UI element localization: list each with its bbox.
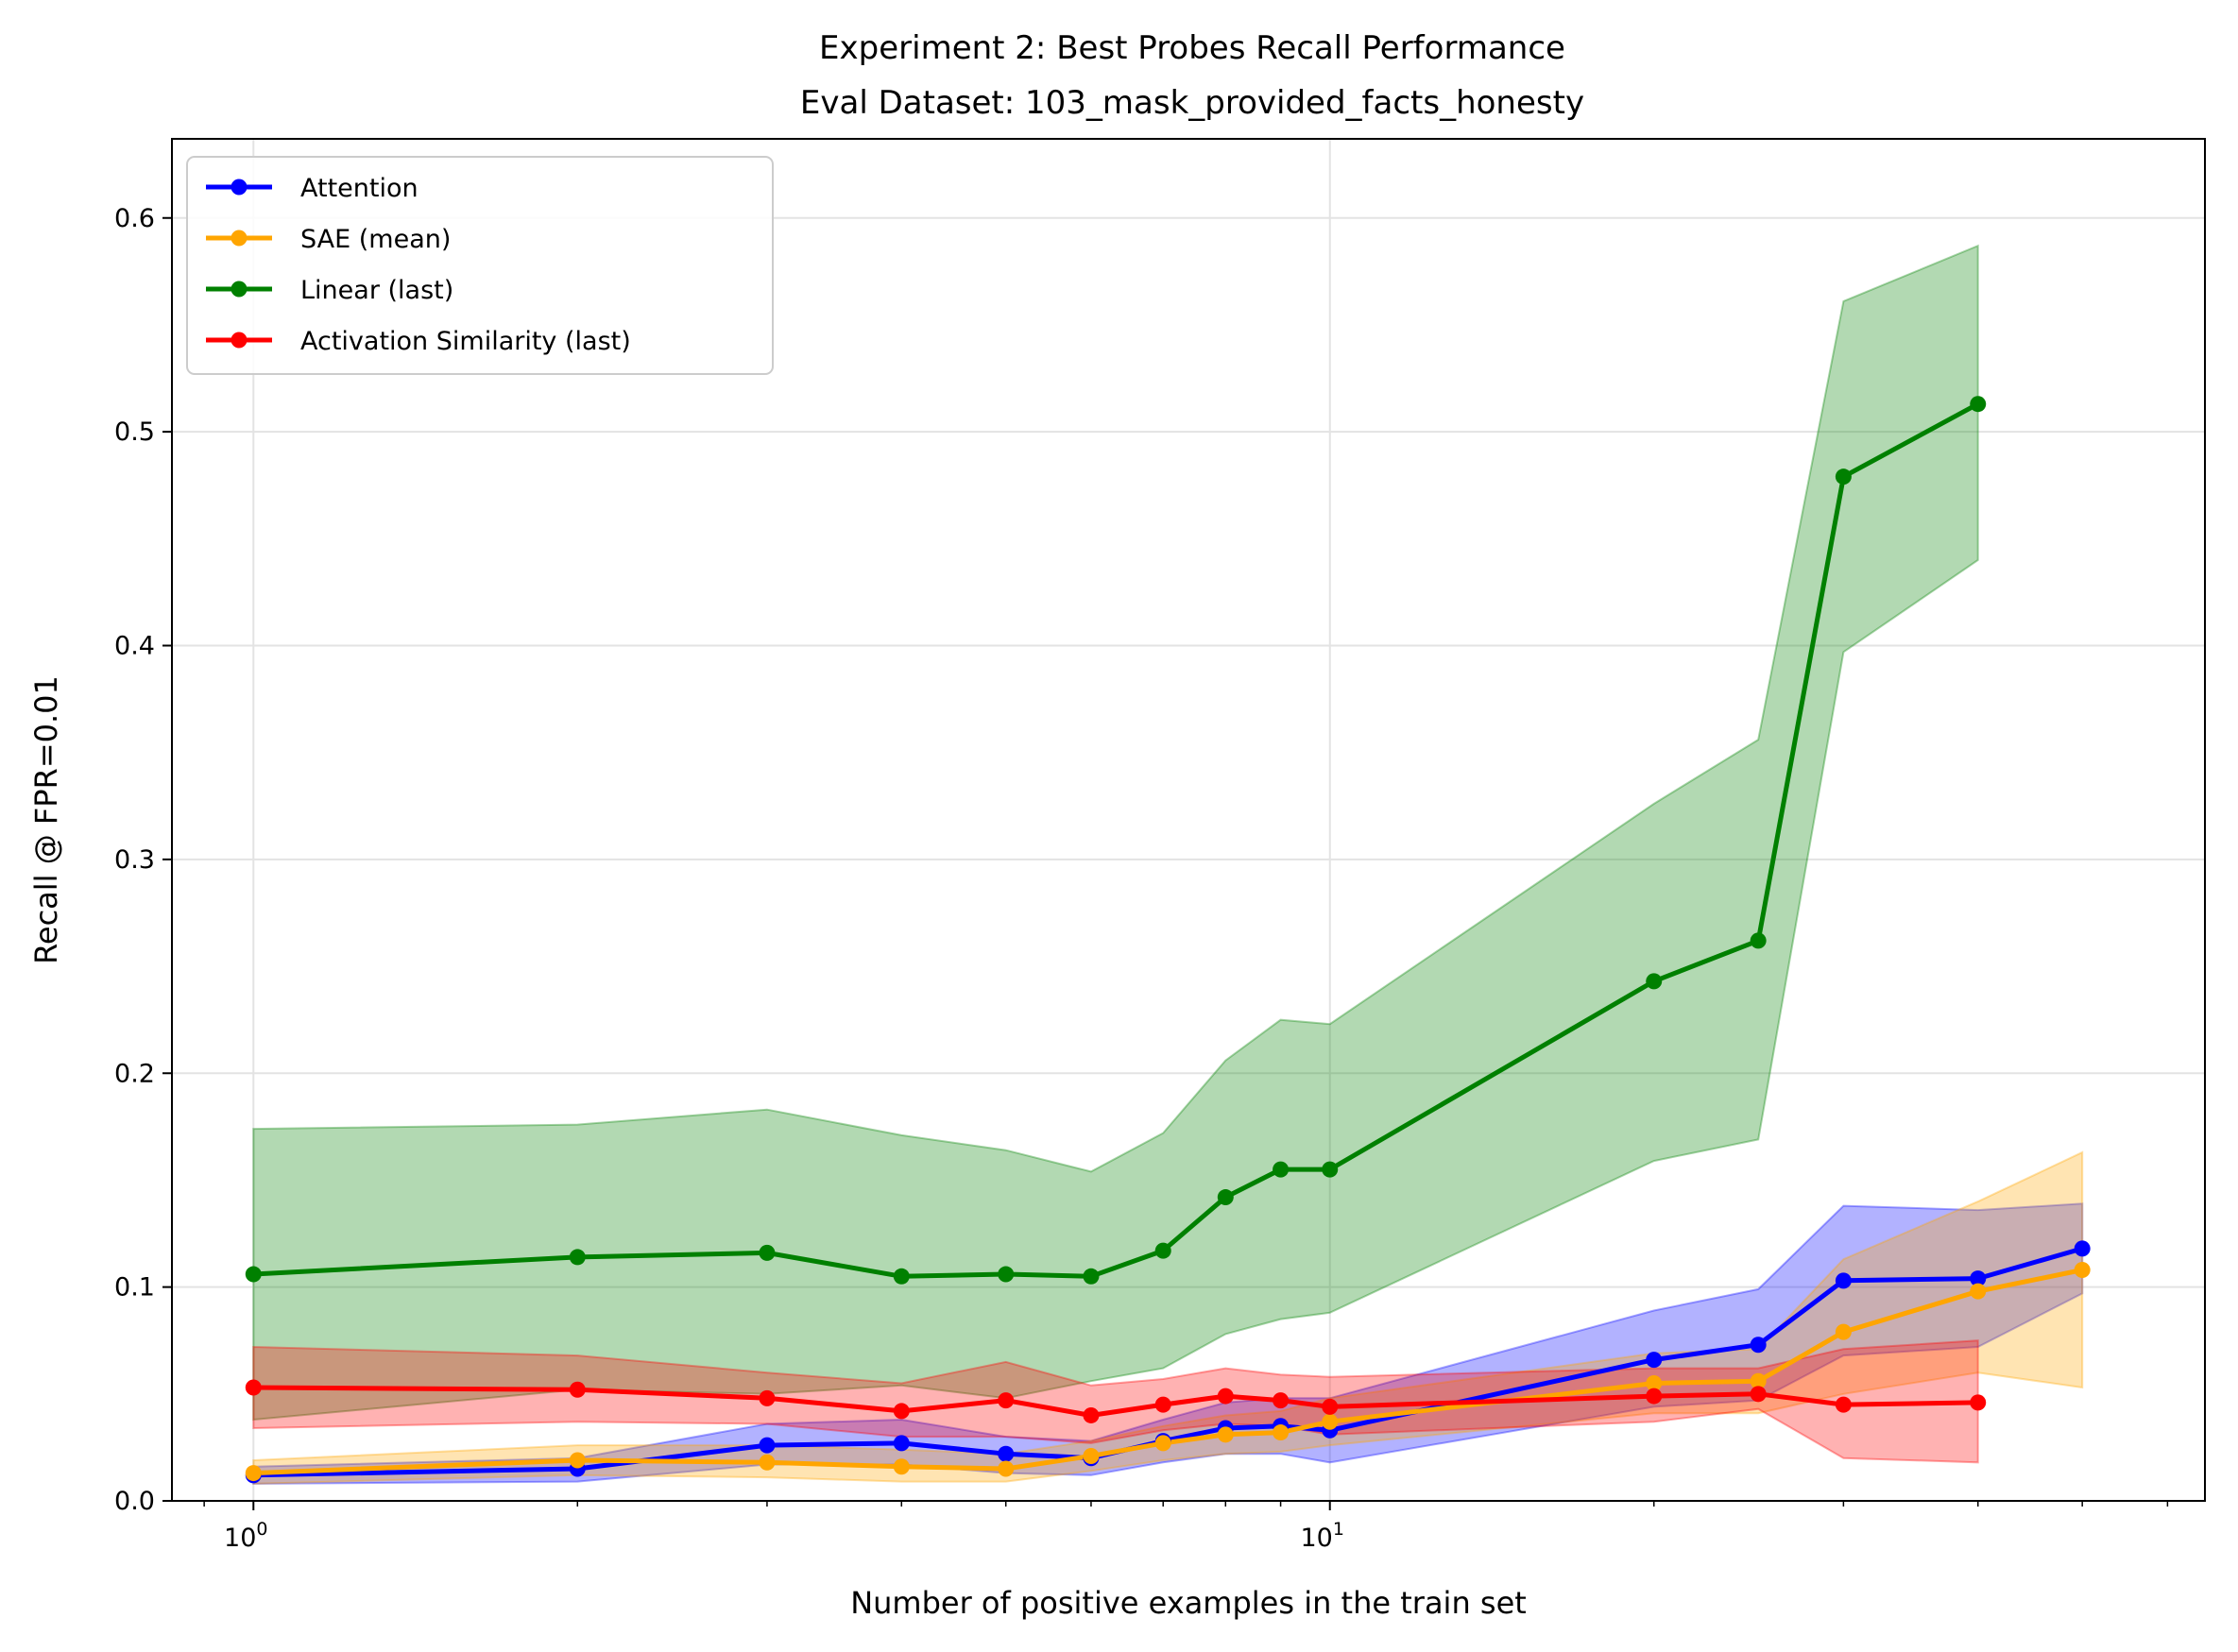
x-axis-label: Number of positive examples in the train… [850, 1585, 1527, 1621]
legend-label: Activation Similarity (last) [300, 327, 631, 356]
data-point [1835, 1396, 1852, 1413]
data-point [1646, 1388, 1663, 1405]
data-point [759, 1244, 776, 1261]
series-line [250, 1385, 1981, 1418]
legend-marker [231, 332, 248, 349]
y-axis-label: Recall @ FPR=0.01 [28, 675, 64, 964]
data-point [759, 1389, 776, 1406]
data-point [1970, 1270, 1987, 1287]
data-point [1154, 1242, 1171, 1259]
data-point [569, 1249, 586, 1266]
legend-label: Linear (last) [300, 276, 453, 305]
legend-marker [231, 230, 248, 247]
data-point [1273, 1392, 1290, 1409]
data-point [245, 1266, 262, 1283]
data-point [1646, 1352, 1663, 1369]
data-point [1750, 1386, 1767, 1403]
series-line [250, 401, 1981, 1279]
data-point [1322, 1413, 1339, 1430]
data-point [1217, 1189, 1234, 1206]
data-point [1835, 468, 1852, 485]
legend-label: SAE (mean) [300, 225, 451, 254]
data-point [2074, 1262, 2091, 1279]
data-point [998, 1392, 1015, 1409]
data-point [1154, 1396, 1171, 1413]
y-tick-label: 0.4 [114, 632, 155, 661]
data-point [998, 1460, 1015, 1477]
data-point [1322, 1161, 1339, 1178]
data-point [759, 1454, 776, 1471]
data-point [569, 1381, 586, 1398]
data-point [1646, 1374, 1663, 1391]
data-point [1217, 1388, 1234, 1405]
confidence-band [252, 1150, 2084, 1485]
data-point [245, 1379, 262, 1396]
data-point [245, 1465, 262, 1482]
data-point [893, 1268, 910, 1285]
y-tick-label: 0.6 [114, 204, 155, 233]
legend: Attention SAE (mean) Linear (last) Activati… [186, 156, 774, 375]
data-point [1646, 973, 1663, 990]
data-point [1083, 1268, 1100, 1285]
legend-label: Attention [300, 174, 419, 203]
data-point [1083, 1447, 1100, 1464]
x-tick-label: 100 [224, 1519, 267, 1553]
data-point [1750, 1372, 1767, 1389]
data-point [1273, 1424, 1290, 1441]
data-points [245, 396, 2091, 1484]
confidence-bands [252, 244, 2084, 1485]
y-tick-label: 0.2 [114, 1059, 155, 1088]
legend-marker [231, 281, 248, 298]
data-point [1835, 1323, 1852, 1340]
y-tick-label: 0.3 [114, 845, 155, 875]
y-tick-label: 0.1 [114, 1273, 155, 1303]
data-point [893, 1403, 910, 1420]
data-point [1154, 1435, 1171, 1452]
data-point [893, 1458, 910, 1475]
data-point [1273, 1161, 1290, 1178]
y-tick-label: 0.0 [114, 1487, 155, 1516]
data-point [2074, 1240, 2091, 1257]
data-point [1970, 396, 1987, 413]
data-point [569, 1452, 586, 1469]
chart-title: Experiment 2: Best Probes Recall Perform… [819, 29, 1565, 67]
data-point [1970, 1283, 1987, 1300]
legend-marker [231, 179, 248, 196]
data-point [1322, 1398, 1339, 1415]
legend-frame [186, 156, 774, 375]
chart-subtitle: Eval Dataset: 103_mask_provided_facts_ho… [800, 84, 1584, 122]
data-point [1750, 932, 1767, 949]
data-point [1835, 1272, 1852, 1289]
axis-ticks: 0.0 0.1 0.2 0.3 0.4 0.5 0.6 100 101 [114, 204, 2169, 1553]
data-point [893, 1435, 910, 1452]
data-point [1970, 1394, 1987, 1411]
data-point [998, 1266, 1015, 1283]
confidence-band [252, 1339, 1979, 1464]
confidence-band [252, 244, 1979, 1422]
data-point [759, 1437, 776, 1454]
data-point [1217, 1426, 1234, 1443]
data-point [998, 1445, 1015, 1462]
data-point [1750, 1337, 1767, 1354]
data-point [1083, 1406, 1100, 1423]
plot-frame [171, 138, 2206, 1502]
y-tick-label: 0.5 [114, 417, 155, 447]
x-tick-label: 101 [1301, 1519, 1344, 1553]
